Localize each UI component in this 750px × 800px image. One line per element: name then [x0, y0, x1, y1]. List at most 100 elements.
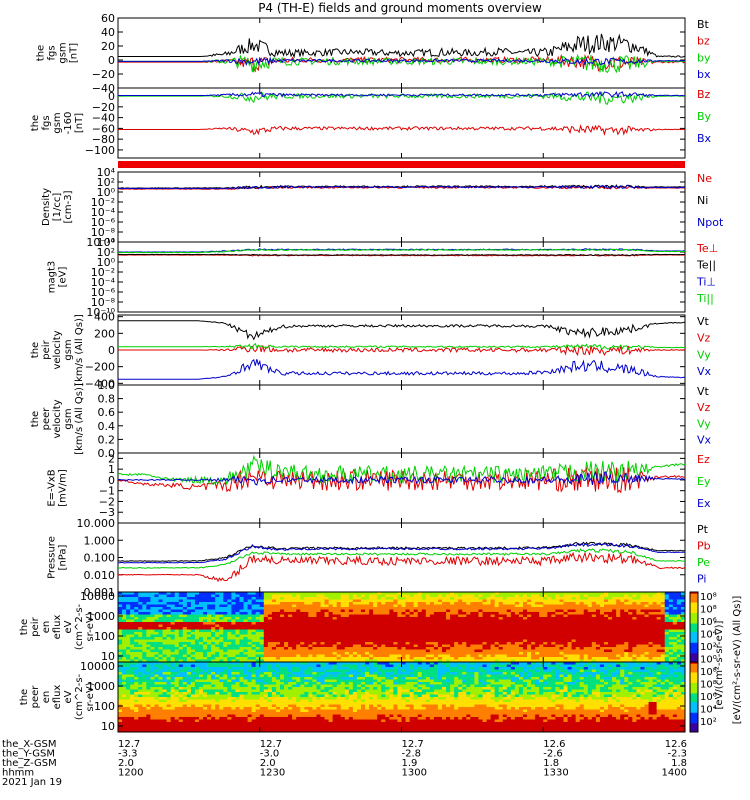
heatmap-cell — [190, 672, 196, 675]
heatmap-cell — [510, 617, 516, 620]
heatmap-cell — [247, 607, 253, 610]
heatmap-cell — [478, 649, 483, 653]
heatmap-cell — [425, 622, 431, 625]
heatmap-cell — [506, 634, 512, 638]
heatmap-cell — [275, 612, 281, 615]
heatmap-cell — [429, 659, 435, 663]
heatmap-cell — [243, 647, 248, 650]
heatmap-cell — [162, 627, 167, 630]
heatmap-cell — [466, 619, 471, 623]
heatmap-cell — [365, 654, 370, 658]
heatmap-cell — [215, 672, 220, 675]
heatmap-cell — [211, 719, 216, 723]
heatmap-cell — [478, 657, 483, 660]
heatmap-cell — [616, 642, 621, 645]
heatmap-cell — [247, 642, 253, 645]
heatmap-cell — [134, 699, 139, 703]
heatmap-cell — [235, 632, 240, 635]
y-axis-label: gsm — [63, 408, 74, 429]
heatmap-cell — [284, 627, 289, 630]
heatmap-cell — [433, 644, 439, 648]
heatmap-cell — [470, 627, 475, 630]
heatmap-cell — [158, 712, 163, 715]
heatmap-cell — [207, 662, 212, 665]
heatmap-cell — [518, 624, 524, 628]
heatmap-cell — [425, 597, 431, 600]
heatmap-cell — [130, 617, 135, 620]
heatmap-cell — [154, 627, 159, 630]
heatmap-cell — [211, 707, 216, 710]
heatmap-cell — [656, 639, 662, 643]
heatmap-cell — [361, 649, 366, 653]
heatmap-cell — [352, 627, 358, 630]
heatmap-cell — [194, 602, 200, 605]
heatmap-cell — [324, 654, 329, 658]
heatmap-cell — [442, 642, 447, 645]
heatmap-cell — [316, 622, 321, 625]
heatmap-cell — [498, 609, 504, 613]
heatmap-cell — [442, 644, 447, 648]
heatmap-cell — [138, 662, 143, 665]
heatmap-cell — [134, 649, 139, 653]
heatmap-cell — [312, 652, 317, 655]
heatmap-cell — [255, 627, 261, 630]
heatmap-cell — [215, 599, 220, 603]
heatmap-cell — [555, 642, 560, 645]
heatmap-cell — [527, 644, 532, 648]
heatmap-cell — [672, 659, 678, 663]
heatmap-cell — [308, 614, 313, 618]
heatmap-cell — [437, 642, 443, 645]
heatmap-cell — [211, 624, 216, 628]
heatmap-cell — [344, 654, 350, 658]
heatmap-cell — [624, 592, 629, 595]
heatmap-cell — [442, 629, 447, 633]
heatmap-cell — [162, 654, 167, 658]
heatmap-cell — [660, 659, 666, 663]
heatmap-cell — [599, 604, 605, 608]
heatmap-cell — [575, 649, 581, 653]
heatmap-cell — [474, 627, 479, 630]
heatmap-cell — [470, 617, 475, 620]
heatmap-cell — [612, 654, 617, 658]
heatmap-cell — [648, 632, 653, 635]
heatmap-cell — [405, 659, 410, 663]
heatmap-cell — [182, 724, 188, 728]
heatmap-cell — [158, 724, 163, 728]
heatmap-cell — [138, 647, 143, 650]
heatmap-cell — [518, 637, 524, 640]
heatmap-cell — [275, 614, 281, 618]
heatmap-cell — [170, 639, 176, 643]
heatmap-cell — [510, 592, 516, 595]
heatmap-cell — [211, 729, 216, 733]
heatmap-cell — [450, 604, 455, 608]
heatmap-cell — [199, 659, 204, 663]
heatmap-cell — [543, 592, 548, 595]
heatmap-cell — [142, 704, 147, 708]
heatmap-cell — [194, 627, 200, 630]
heatmap-cell — [583, 612, 589, 615]
heatmap-cell — [417, 657, 423, 660]
heatmap-cell — [340, 644, 346, 648]
heatmap-cell — [644, 592, 649, 595]
heatmap-cell — [579, 642, 585, 645]
heatmap-cell — [591, 659, 597, 663]
heatmap-cell — [523, 602, 528, 605]
heatmap-cell — [122, 692, 127, 695]
heatmap-cell — [490, 659, 496, 663]
heatmap-cell — [616, 637, 621, 640]
heatmap-cell — [142, 667, 147, 670]
heatmap-cell — [146, 684, 151, 688]
heatmap-cell — [142, 682, 147, 685]
heatmap-cell — [527, 597, 532, 600]
heatmap-cell — [122, 647, 127, 650]
heatmap-cell — [551, 617, 556, 620]
heatmap-cell — [442, 659, 447, 663]
heatmap-cell — [324, 602, 329, 605]
heatmap-cell — [122, 632, 127, 635]
heatmap-cell — [523, 622, 528, 625]
heatmap-cell — [535, 657, 540, 660]
heatmap-cell — [178, 627, 184, 630]
heatmap-cell — [551, 634, 556, 638]
heatmap-cell — [466, 604, 471, 608]
heatmap-cell — [539, 644, 544, 648]
